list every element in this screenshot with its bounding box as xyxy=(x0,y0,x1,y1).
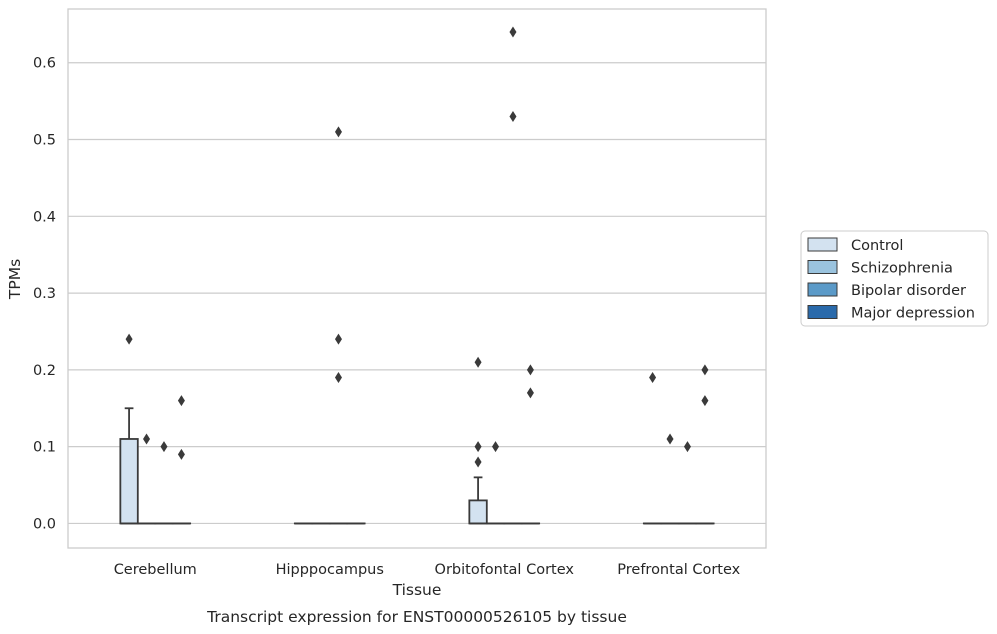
outlier-point xyxy=(683,441,691,453)
boxes xyxy=(119,407,715,525)
y-axis-label: TPMs xyxy=(6,259,24,300)
legend-label: Bipolar disorder xyxy=(851,283,966,299)
outlier-point xyxy=(177,448,185,460)
outlier-point xyxy=(143,433,151,445)
legend: Control Schizophrenia Bipolar disorder Majo… xyxy=(800,230,989,327)
outlier-point xyxy=(509,26,517,38)
grid-lines xyxy=(68,62,766,525)
outlier-point xyxy=(125,333,133,345)
outlier-point xyxy=(177,395,185,407)
legend-frame xyxy=(800,230,989,327)
legend-label: Schizophrenia xyxy=(851,261,953,277)
outlier-point xyxy=(334,372,342,384)
y-tick-label: 0.3 xyxy=(33,286,56,302)
outlier-point xyxy=(334,333,342,345)
legend-swatch xyxy=(807,282,838,297)
y-tick-label: 0.4 xyxy=(33,209,56,225)
outlier-point xyxy=(334,126,342,138)
y-tick-label: 0.1 xyxy=(33,440,56,456)
outlier-point xyxy=(160,441,168,453)
legend-label: Control xyxy=(851,238,903,254)
x-tick-label: Hipppocampus xyxy=(276,562,384,578)
y-tick-label: 0.6 xyxy=(33,56,56,72)
y-tick-label: 0.2 xyxy=(33,363,56,379)
y-tick-label: 0.5 xyxy=(33,133,56,149)
x-tick-label: Orbitofontal Cortex xyxy=(435,562,575,578)
legend-swatch xyxy=(807,260,838,274)
outlier-point xyxy=(509,110,517,122)
outlier-point xyxy=(492,441,500,453)
box xyxy=(119,438,139,525)
outlier-point xyxy=(474,356,482,368)
outlier-point xyxy=(701,395,709,407)
legend-label: Major depression xyxy=(851,306,975,322)
y-tick-labels: 0.0 0.1 0.2 0.3 0.4 0.5 0.6 xyxy=(33,56,56,533)
chart-caption: Transcript expression for ENST0000052610… xyxy=(206,608,627,626)
outlier-point xyxy=(526,387,534,399)
outlier-point xyxy=(474,441,482,453)
x-tick-labels: Cerebellum Hipppocampus Orbitofontal Corte… xyxy=(114,562,741,578)
x-tick-label: Prefrontal Cortex xyxy=(617,562,740,578)
legend-swatch xyxy=(807,305,838,319)
outlier-point xyxy=(526,364,534,376)
outlier-point xyxy=(666,433,674,445)
x-tick-label: Cerebellum xyxy=(114,562,197,578)
x-axis-label: Tissue xyxy=(392,581,442,599)
y-tick-label: 0.0 xyxy=(33,516,56,532)
outlier-point xyxy=(701,364,709,376)
legend-items: Control Schizophrenia Bipolar disorder Majo… xyxy=(807,237,975,322)
outlier-point xyxy=(474,456,482,468)
plot-area xyxy=(67,8,767,549)
box xyxy=(468,499,488,525)
outlier-points xyxy=(125,26,709,468)
legend-swatch xyxy=(807,237,838,252)
outlier-point xyxy=(649,372,657,384)
